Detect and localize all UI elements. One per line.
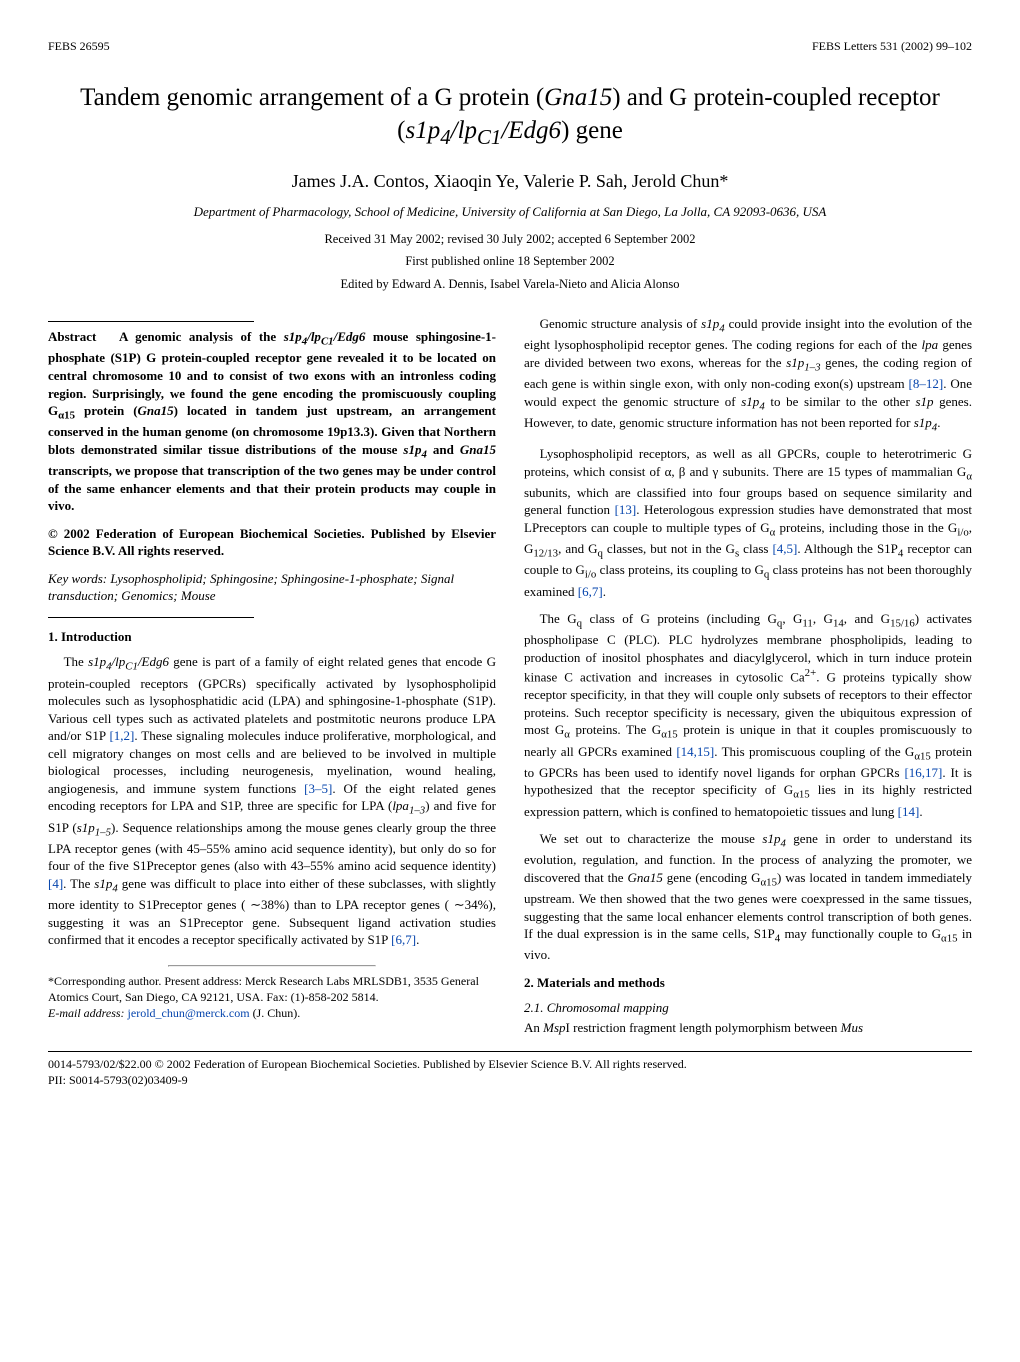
abstract-block: Abstract A genomic analysis of the s1p4/…: [48, 321, 496, 618]
article-title: Tandem genomic arrangement of a G protei…: [48, 82, 972, 151]
abstract-paragraph: Abstract A genomic analysis of the s1p4/…: [48, 328, 496, 514]
journal-citation: FEBS Letters 531 (2002) 99–102: [812, 38, 972, 54]
two-column-body: Abstract A genomic analysis of the s1p4/…: [48, 315, 972, 1036]
keywords: Key words: Lysophospholipid; Sphingosine…: [48, 570, 496, 605]
abstract-label: Abstract: [48, 329, 96, 344]
journal-topbar: FEBS 26595 FEBS Letters 531 (2002) 99–10…: [48, 38, 972, 54]
methods-paragraph-1: An MspI restriction fragment length poly…: [524, 1019, 972, 1037]
right-paragraph-1: Genomic structure analysis of s1p4 could…: [524, 315, 972, 435]
footnote-rule: [168, 965, 376, 967]
footnote-line-2: E-mail address: jerold_chun@merck.com (J…: [48, 1005, 496, 1021]
section-2-heading: 2. Materials and methods: [524, 974, 972, 992]
abstract-body: A genomic analysis of the s1p4/lpC1/Edg6…: [48, 329, 496, 513]
corresponding-footnote: *Corresponding author. Present address: …: [48, 965, 496, 1022]
page-footer: 0014-5793/02/$22.00 © 2002 Federation of…: [48, 1051, 972, 1088]
section-1-heading: 1. Introduction: [48, 628, 496, 646]
copyright-line: © 2002 Federation of European Biochemica…: [48, 525, 496, 560]
section-2-1-heading: 2.1. Chromosomal mapping: [524, 999, 972, 1017]
intro-paragraph-1: The s1p4/lpC1/Edg6 gene is part of a fam…: [48, 653, 496, 948]
febs-id: FEBS 26595: [48, 38, 110, 54]
rule-top-left: [48, 321, 254, 322]
right-paragraph-2: Lysophospholipid receptors, as well as a…: [524, 445, 972, 600]
footer-line-2: PII: S0014-5793(02)03409-9: [48, 1072, 972, 1088]
first-published: First published online 18 September 2002: [48, 253, 972, 270]
received-dates: Received 31 May 2002; revised 30 July 20…: [48, 231, 972, 248]
footnote-line-1: *Corresponding author. Present address: …: [48, 973, 496, 1005]
authors: James J.A. Contos, Xiaoqin Ye, Valerie P…: [48, 169, 972, 193]
right-paragraph-4: We set out to characterize the mouse s1p…: [524, 830, 972, 964]
rule-bottom-left: [48, 617, 254, 618]
affiliation: Department of Pharmacology, School of Me…: [48, 203, 972, 221]
edited-by: Edited by Edward A. Dennis, Isabel Varel…: [48, 276, 972, 293]
right-paragraph-3: The Gq class of G proteins (including Gq…: [524, 610, 972, 820]
footer-line-1: 0014-5793/02/$22.00 © 2002 Federation of…: [48, 1056, 972, 1072]
